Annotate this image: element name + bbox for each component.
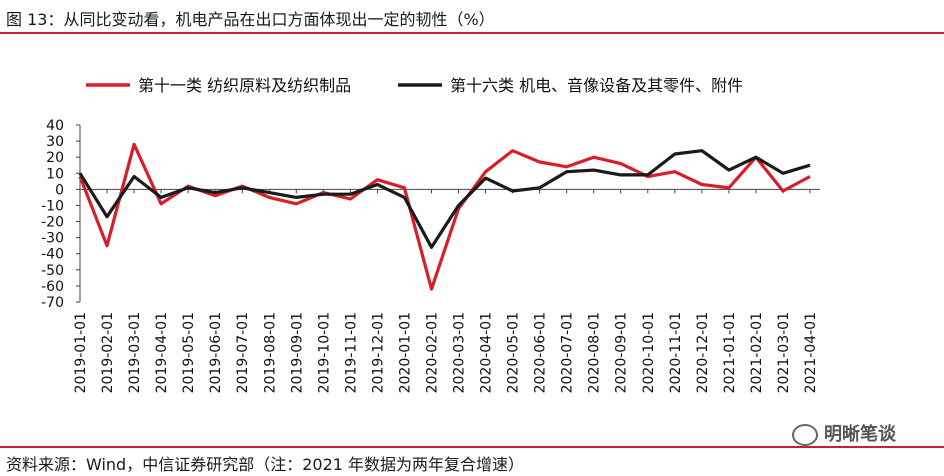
x-tick-label: 2021-04-01 (803, 312, 819, 393)
y-tick-label: -60 (41, 279, 64, 295)
x-tick-label: 2019-03-01 (127, 312, 143, 393)
watermark: 明晰笔谈 (792, 420, 896, 446)
bottom-divider (0, 446, 944, 448)
y-tick-label: 40 (46, 118, 64, 134)
legend-label-2: 第十六类 机电、音像设备及其零件、附件 (450, 76, 743, 95)
x-tick-label: 2020-07-01 (560, 312, 576, 393)
x-tick-label: 2019-10-01 (316, 312, 332, 393)
x-tick-label: 2020-09-01 (614, 312, 630, 393)
x-tick-label: 2019-11-01 (343, 312, 359, 393)
x-tick-label: 2020-03-01 (452, 312, 468, 393)
y-tick-label: 20 (46, 150, 64, 166)
x-tick-label: 2020-04-01 (479, 312, 495, 393)
x-tick-label: 2019-12-01 (370, 312, 386, 393)
source-note: 资料来源：Wind，中信证券研究部（注：2021 年数据为两年复合增速） (6, 455, 525, 474)
chart-axes (76, 124, 820, 303)
y-tick-label: -70 (41, 295, 64, 311)
x-tick-label: 2019-06-01 (208, 312, 224, 393)
x-tick-label: 2021-03-01 (776, 312, 792, 393)
watermark-text: 明晰笔谈 (824, 424, 896, 445)
y-tick-label: -20 (41, 215, 64, 231)
x-tick-label: 2020-12-01 (695, 312, 711, 393)
x-tick-label: 2019-04-01 (154, 312, 170, 393)
x-tick-label: 2020-11-01 (668, 312, 684, 393)
x-tick-label: 2019-02-01 (100, 312, 116, 393)
y-tick-label: 30 (46, 134, 64, 150)
x-tick-label: 2019-09-01 (289, 312, 305, 393)
x-tick-label: 2019-05-01 (181, 312, 197, 393)
legend-label-1: 第十一类 纺织原料及纺织制品 (138, 76, 351, 95)
x-tick-label: 2020-08-01 (587, 312, 603, 393)
x-tick-label: 2019-01-01 (73, 312, 89, 393)
y-tick-label: -30 (41, 231, 64, 247)
y-tick-label: -10 (41, 198, 64, 214)
chart-legend: 第十一类 纺织原料及纺织制品 第十六类 机电、音像设备及其零件、附件 (86, 76, 743, 95)
x-tick-label: 2019-08-01 (262, 312, 278, 393)
series-line-1 (78, 142, 811, 291)
x-tick-label: 2020-10-01 (641, 312, 657, 393)
x-tick-label: 2021-01-01 (722, 312, 738, 393)
x-tick-label: 2021-02-01 (749, 312, 765, 393)
figure-title: 图 13：从同比变动看，机电产品在出口方面体现出一定的韧性（%） (6, 10, 495, 29)
x-tick-label: 2020-02-01 (424, 312, 440, 393)
x-tick-label: 2020-06-01 (533, 312, 549, 393)
x-tick-label: 2020-01-01 (397, 312, 413, 393)
x-tick-labels: 2019-01-01 2019-02-01 2019-03-01 2019-04-01… (73, 312, 819, 393)
series-line-2 (78, 149, 811, 249)
y-tick-label: 0 (55, 182, 64, 198)
wechat-icon (792, 424, 818, 446)
x-tick-label: 2020-05-01 (506, 312, 522, 393)
top-divider (0, 32, 944, 34)
y-tick-label: 10 (46, 166, 64, 182)
x-tick-label: 2019-07-01 (235, 312, 251, 393)
y-tick-label: -40 (41, 247, 64, 263)
chart-series (78, 142, 811, 291)
y-tick-label: -50 (41, 263, 64, 279)
